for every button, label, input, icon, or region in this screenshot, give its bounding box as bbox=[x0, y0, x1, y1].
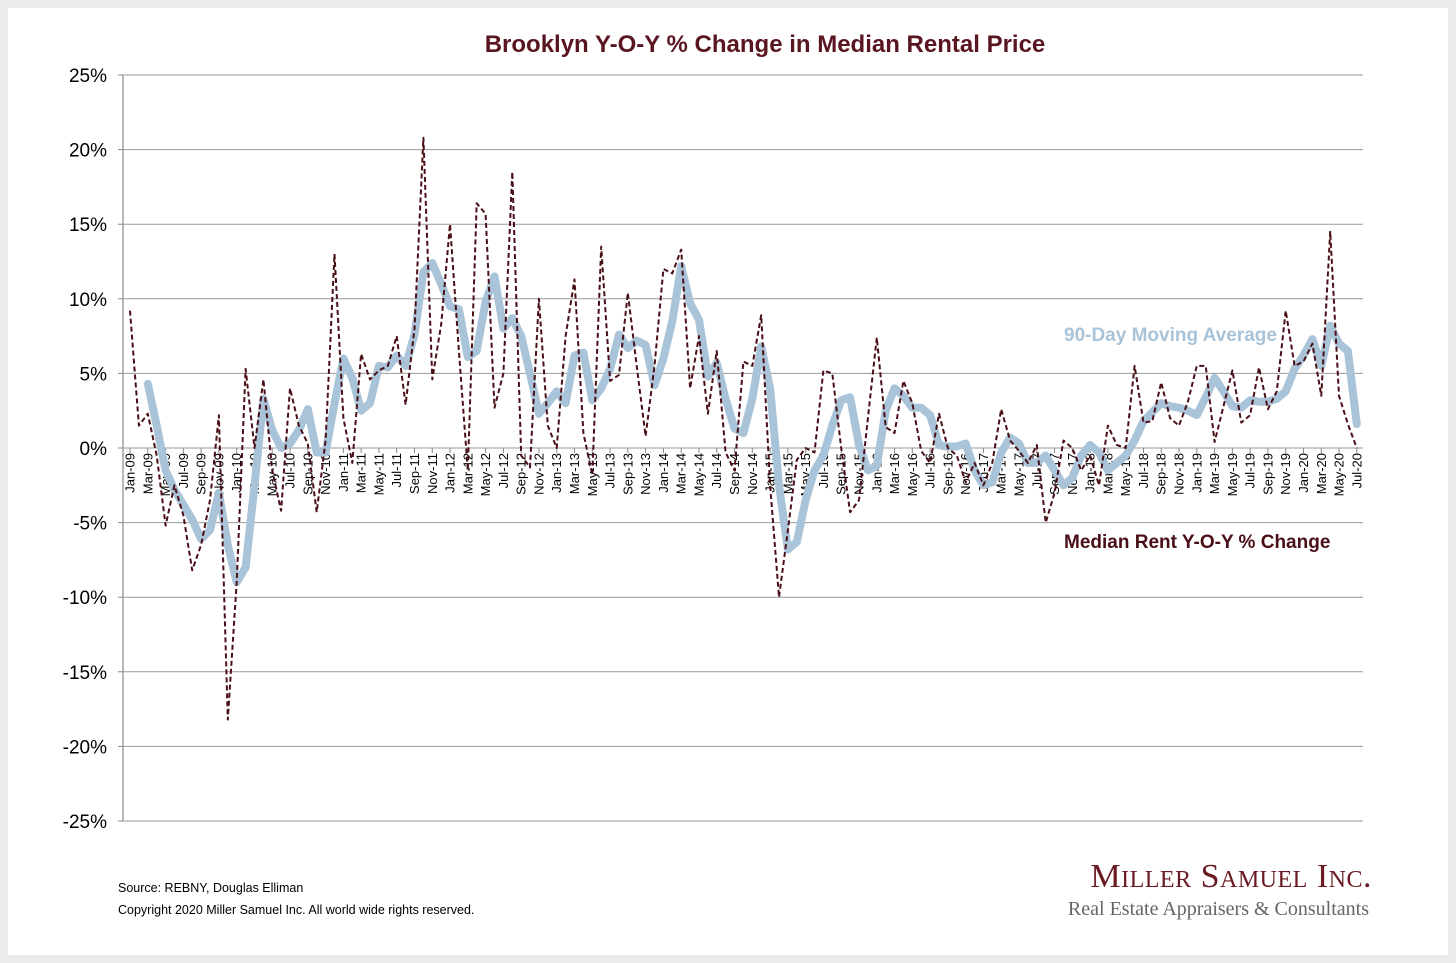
x-tick-label: Mar-16 bbox=[887, 453, 902, 494]
y-tick-label: -20% bbox=[63, 737, 107, 758]
x-tick-label: Jan-19 bbox=[1189, 453, 1204, 493]
x-tick-label: May-16 bbox=[905, 453, 920, 496]
x-tick-label: May-20 bbox=[1332, 453, 1347, 496]
x-tick-label: Jan-09 bbox=[123, 453, 138, 493]
x-tick-label: Nov-14 bbox=[745, 453, 760, 495]
x-tick-label: Jan-13 bbox=[549, 453, 564, 493]
y-tick-label: 0% bbox=[80, 439, 108, 460]
source-note: Source: REBNY, Douglas Elliman bbox=[118, 881, 303, 895]
x-tick-label: Nov-11 bbox=[425, 453, 440, 494]
x-tick-label: Mar-14 bbox=[674, 453, 689, 494]
x-tick-label: Jul-11 bbox=[389, 453, 404, 487]
x-tick-label: Sep-09 bbox=[194, 453, 209, 495]
x-tick-label: May-10 bbox=[265, 453, 280, 496]
x-tick-label: May-11 bbox=[371, 453, 386, 495]
x-tick-label: Mar-12 bbox=[460, 453, 475, 494]
median-rent-label: Median Rent Y-O-Y % Change bbox=[1064, 532, 1330, 553]
x-tick-label: Mar-11 bbox=[354, 453, 369, 493]
x-tick-label: Jan-20 bbox=[1296, 453, 1311, 493]
y-tick-label: 25% bbox=[69, 66, 107, 87]
x-tick-label: Nov-19 bbox=[1278, 453, 1293, 495]
x-tick-label: Sep-19 bbox=[1260, 453, 1275, 495]
x-tick-label: May-14 bbox=[691, 453, 706, 496]
x-tick-label: Sep-12 bbox=[514, 453, 529, 495]
x-tick-label: Jan-14 bbox=[656, 453, 671, 493]
gridlines bbox=[118, 74, 1363, 822]
y-tick-label: 5% bbox=[80, 364, 108, 385]
chart-panel bbox=[8, 8, 1448, 955]
x-tick-label: Jan-18 bbox=[1083, 453, 1098, 493]
logo-name: Miller Samuel Inc. bbox=[1090, 858, 1372, 895]
y-tick-label: 20% bbox=[69, 141, 107, 162]
chart-title: Brooklyn Y-O-Y % Change in Median Rental… bbox=[485, 31, 1046, 58]
x-tick-label: Sep-14 bbox=[727, 453, 742, 495]
x-tick-label: Jul-12 bbox=[496, 453, 511, 488]
y-tick-label: 10% bbox=[69, 290, 107, 311]
x-tick-label: Nov-12 bbox=[531, 453, 546, 495]
x-tick-label: Sep-15 bbox=[834, 453, 849, 495]
x-tick-label: Jul-18 bbox=[1136, 453, 1151, 488]
x-tick-label: Nov-13 bbox=[638, 453, 653, 495]
y-tick-label: -10% bbox=[63, 588, 107, 609]
y-axis-ticks: 25% 20% 15% 10% 5% 0% -5% -10% -15% -20% -25% bbox=[63, 66, 107, 833]
x-tick-label: Jul-13 bbox=[603, 453, 618, 488]
x-tick-label: May-12 bbox=[478, 453, 493, 496]
logo-tagline: Real Estate Appraisers & Consultants bbox=[1068, 898, 1369, 920]
company-logo: Miller Samuel Inc. Real Estate Appraiser… bbox=[1068, 858, 1372, 920]
x-tick-label: May-18 bbox=[1118, 453, 1133, 496]
x-tick-label: Jul-20 bbox=[1349, 453, 1364, 488]
x-tick-label: Mar-19 bbox=[1207, 453, 1222, 494]
series-group bbox=[129, 136, 1361, 721]
y-tick-label: -15% bbox=[63, 663, 107, 684]
moving-average-label: 90-Day Moving Average bbox=[1064, 325, 1277, 346]
y-tick-label: -5% bbox=[73, 514, 107, 535]
x-tick-label: Jul-09 bbox=[176, 453, 191, 488]
x-tick-label: Mar-20 bbox=[1314, 453, 1329, 494]
x-tick-label: Jan-12 bbox=[443, 453, 458, 493]
x-tick-label: Nov-09 bbox=[211, 453, 226, 495]
x-tick-label: Nov-18 bbox=[1172, 453, 1187, 495]
x-tick-label: Mar-15 bbox=[780, 453, 795, 494]
x-tick-label: May-13 bbox=[585, 453, 600, 496]
x-tick-label: Jul-14 bbox=[709, 453, 724, 488]
y-tick-label: 15% bbox=[69, 215, 107, 236]
x-tick-label: Sep-10 bbox=[300, 453, 315, 495]
copyright-note: Copyright 2020 Miller Samuel Inc. All wo… bbox=[118, 903, 474, 917]
x-tick-label: May-19 bbox=[1225, 453, 1240, 496]
x-tick-label: Jan-10 bbox=[229, 453, 244, 493]
x-tick-label: Sep-11 bbox=[407, 453, 422, 494]
x-tick-label: Sep-16 bbox=[940, 453, 955, 495]
x-tick-label: Sep-13 bbox=[620, 453, 635, 495]
x-tick-label: Jul-16 bbox=[923, 453, 938, 488]
x-tick-label: May-17 bbox=[1012, 453, 1027, 496]
x-tick-label: Mar-09 bbox=[140, 453, 155, 494]
y-tick-label: -25% bbox=[63, 812, 107, 833]
x-tick-label: Nov-10 bbox=[318, 453, 333, 495]
x-tick-label: Jul-19 bbox=[1243, 453, 1258, 488]
x-tick-label: Jul-10 bbox=[283, 453, 298, 488]
x-tick-label: Jan-11 bbox=[336, 453, 351, 492]
x-tick-label: Sep-18 bbox=[1154, 453, 1169, 495]
x-tick-label: Mar-13 bbox=[567, 453, 582, 494]
